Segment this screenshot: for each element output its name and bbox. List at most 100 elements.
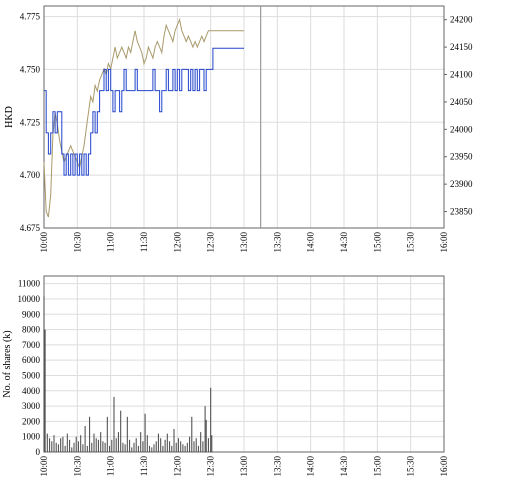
volume-bar xyxy=(137,445,139,452)
x-tick-label: 10:00 xyxy=(39,456,49,477)
volume-bar xyxy=(109,445,111,452)
y-right-tick-label: 23950 xyxy=(450,152,473,162)
volume-bar xyxy=(160,438,162,452)
volume-bar xyxy=(111,439,113,452)
volume-bar xyxy=(166,433,168,452)
x-tick-label: 13:30 xyxy=(272,456,282,477)
y-tick-label: 1000 xyxy=(22,432,41,442)
x-tick-label: 15:00 xyxy=(372,456,382,477)
volume-bar xyxy=(86,445,88,452)
volume-bar xyxy=(124,444,126,452)
x-tick-label: 11:00 xyxy=(106,232,116,253)
volume-bar xyxy=(195,438,197,452)
volume-bar xyxy=(164,439,166,452)
volume-bar xyxy=(84,426,86,452)
y-tick-label: 3000 xyxy=(22,401,41,411)
x-tick-label: 13:00 xyxy=(239,232,249,253)
x-tick-label: 12:30 xyxy=(206,232,216,253)
price-chart: 10:00 10:30 11:00 11:30 12:00 12:30 13:00 13:30… xyxy=(4,5,473,253)
volume-bar xyxy=(77,441,79,452)
x-tick-label: 15:30 xyxy=(406,232,416,253)
volume-bar xyxy=(44,329,46,452)
x-tick-label: 12:00 xyxy=(172,456,182,477)
volume-bar xyxy=(155,441,157,452)
x-tick-label: 12:00 xyxy=(172,232,182,253)
volume-bar xyxy=(53,435,55,452)
y-tick-label: 6000 xyxy=(22,355,41,365)
volume-bar xyxy=(175,442,177,452)
volume-bar xyxy=(126,416,128,452)
x-tick-label: 14:30 xyxy=(339,232,349,253)
y-left-tick-label: 4.725 xyxy=(20,117,41,127)
volume-bar xyxy=(189,436,191,452)
volume-bar xyxy=(95,438,97,452)
y-left-tick-label: 4.750 xyxy=(20,64,41,74)
y-right-tick-label: 24200 xyxy=(450,15,473,25)
x-tick-label: 14:00 xyxy=(306,456,316,477)
volume-bar xyxy=(207,438,209,452)
volume-bar xyxy=(75,436,77,452)
volume-bar xyxy=(200,432,202,452)
index-series-line xyxy=(43,17,244,218)
volume-bar xyxy=(64,445,66,452)
y-right-tick-label: 23900 xyxy=(450,179,473,189)
y-tick-label: 11000 xyxy=(18,279,41,289)
y-tick-label: 10000 xyxy=(18,294,41,304)
volume-bar xyxy=(135,438,137,452)
y-left-tick-label: 4.700 xyxy=(20,170,41,180)
volume-bar xyxy=(153,444,155,452)
volume-bar xyxy=(89,416,91,452)
volume-bar xyxy=(146,435,148,452)
x-tick-label: 16:00 xyxy=(439,456,449,477)
volume-bar xyxy=(173,429,175,452)
y-tick-label: 2000 xyxy=(22,416,41,426)
y-tick-label: 7000 xyxy=(22,340,41,350)
volume-bar xyxy=(57,444,59,452)
y-axis-label: HKD xyxy=(4,106,15,128)
x-tick-label: 10:30 xyxy=(72,232,82,253)
y-right-tick-label: 24000 xyxy=(450,124,473,134)
volume-bar xyxy=(157,433,159,452)
volume-bar xyxy=(180,441,182,452)
y-tick-label: 0 xyxy=(36,447,41,457)
volume-bar xyxy=(66,433,68,452)
y-right-tick-label: 24100 xyxy=(450,70,473,80)
y-tick-label: 4000 xyxy=(22,386,41,396)
volume-bar xyxy=(149,445,151,452)
volume-bar xyxy=(106,416,108,452)
volume-bar xyxy=(142,441,144,452)
y-tick-label: 5000 xyxy=(22,370,41,380)
x-tick-label: 13:00 xyxy=(239,456,249,477)
volume-bar xyxy=(51,441,53,452)
x-tick-label: 12:30 xyxy=(206,456,216,477)
volume-bar xyxy=(113,396,115,452)
volume-bar xyxy=(182,444,184,452)
volume-bar xyxy=(129,439,131,452)
y-left-tick-label: 4.675 xyxy=(20,223,41,233)
x-tick-label: 13:30 xyxy=(272,232,282,253)
volume-bar xyxy=(193,441,195,452)
x-tick-label: 11:30 xyxy=(139,456,149,477)
volume-bar xyxy=(71,447,73,452)
volume-bar xyxy=(69,439,71,452)
volume-bar xyxy=(205,419,207,452)
volume-bar xyxy=(73,442,75,452)
volume-bar xyxy=(171,445,173,452)
volume-bar xyxy=(93,433,95,452)
x-tick-label: 15:30 xyxy=(406,456,416,477)
price-series-line xyxy=(44,47,244,176)
volume-bar xyxy=(60,438,62,452)
x-tick-label: 10:00 xyxy=(39,232,49,253)
volume-bar xyxy=(122,442,124,452)
volume-bar xyxy=(117,432,119,452)
volume-bar xyxy=(197,445,199,452)
x-tick-label: 11:30 xyxy=(139,232,149,253)
volume-bar xyxy=(204,406,206,452)
volume-bar xyxy=(82,444,84,452)
volume-bar xyxy=(120,410,122,452)
x-tick-label: 15:00 xyxy=(372,232,382,253)
volume-bar xyxy=(186,442,188,452)
x-tick-label: 11:00 xyxy=(106,456,116,477)
